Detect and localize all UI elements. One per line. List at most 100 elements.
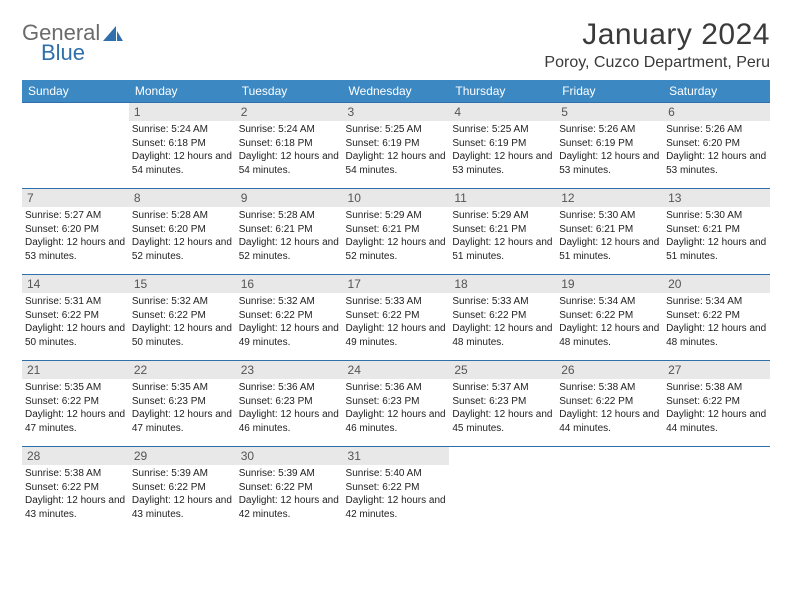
day-details: Sunrise: 5:27 AMSunset: 6:20 PMDaylight:… — [22, 207, 129, 263]
weekday-row: SundayMondayTuesdayWednesdayThursdayFrid… — [22, 80, 770, 103]
calendar-cell: 26Sunrise: 5:38 AMSunset: 6:22 PMDayligh… — [556, 361, 663, 447]
calendar-cell: 7Sunrise: 5:27 AMSunset: 6:20 PMDaylight… — [22, 189, 129, 275]
header: General January 2024 Poroy, Cuzco Depart… — [22, 18, 770, 72]
day-details: Sunrise: 5:26 AMSunset: 6:19 PMDaylight:… — [556, 121, 663, 177]
day-number: 10 — [343, 189, 450, 207]
day-number: 1 — [129, 103, 236, 121]
calendar-cell: 27Sunrise: 5:38 AMSunset: 6:22 PMDayligh… — [663, 361, 770, 447]
day-details: Sunrise: 5:38 AMSunset: 6:22 PMDaylight:… — [663, 379, 770, 435]
calendar-body: 1Sunrise: 5:24 AMSunset: 6:18 PMDaylight… — [22, 103, 770, 533]
calendar-cell: 22Sunrise: 5:35 AMSunset: 6:23 PMDayligh… — [129, 361, 236, 447]
day-number: 23 — [236, 361, 343, 379]
calendar-cell: 20Sunrise: 5:34 AMSunset: 6:22 PMDayligh… — [663, 275, 770, 361]
calendar-cell: 1Sunrise: 5:24 AMSunset: 6:18 PMDaylight… — [129, 103, 236, 189]
day-details: Sunrise: 5:25 AMSunset: 6:19 PMDaylight:… — [343, 121, 450, 177]
day-number: 25 — [449, 361, 556, 379]
day-details: Sunrise: 5:35 AMSunset: 6:23 PMDaylight:… — [129, 379, 236, 435]
weekday-header: Sunday — [22, 80, 129, 103]
title-month: January 2024 — [544, 18, 770, 52]
calendar-page: General January 2024 Poroy, Cuzco Depart… — [0, 0, 792, 551]
day-number: 15 — [129, 275, 236, 293]
day-number: 17 — [343, 275, 450, 293]
calendar-cell: 23Sunrise: 5:36 AMSunset: 6:23 PMDayligh… — [236, 361, 343, 447]
calendar-head: SundayMondayTuesdayWednesdayThursdayFrid… — [22, 80, 770, 103]
day-details: Sunrise: 5:38 AMSunset: 6:22 PMDaylight:… — [22, 465, 129, 521]
calendar-cell: 16Sunrise: 5:32 AMSunset: 6:22 PMDayligh… — [236, 275, 343, 361]
weekday-header: Thursday — [449, 80, 556, 103]
weekday-header: Wednesday — [343, 80, 450, 103]
day-number: 14 — [22, 275, 129, 293]
calendar-cell: 9Sunrise: 5:28 AMSunset: 6:21 PMDaylight… — [236, 189, 343, 275]
title-block: January 2024 Poroy, Cuzco Department, Pe… — [544, 18, 770, 72]
calendar-cell: 31Sunrise: 5:40 AMSunset: 6:22 PMDayligh… — [343, 447, 450, 533]
day-details: Sunrise: 5:34 AMSunset: 6:22 PMDaylight:… — [556, 293, 663, 349]
day-number: 26 — [556, 361, 663, 379]
calendar-cell: 2Sunrise: 5:24 AMSunset: 6:18 PMDaylight… — [236, 103, 343, 189]
day-number: 8 — [129, 189, 236, 207]
day-details: Sunrise: 5:31 AMSunset: 6:22 PMDaylight:… — [22, 293, 129, 349]
calendar-cell: 8Sunrise: 5:28 AMSunset: 6:20 PMDaylight… — [129, 189, 236, 275]
calendar-cell: 12Sunrise: 5:30 AMSunset: 6:21 PMDayligh… — [556, 189, 663, 275]
weekday-header: Tuesday — [236, 80, 343, 103]
calendar-cell: 6Sunrise: 5:26 AMSunset: 6:20 PMDaylight… — [663, 103, 770, 189]
day-number: 20 — [663, 275, 770, 293]
calendar-cell: 17Sunrise: 5:33 AMSunset: 6:22 PMDayligh… — [343, 275, 450, 361]
day-details: Sunrise: 5:38 AMSunset: 6:22 PMDaylight:… — [556, 379, 663, 435]
day-details: Sunrise: 5:35 AMSunset: 6:22 PMDaylight:… — [22, 379, 129, 435]
day-details: Sunrise: 5:33 AMSunset: 6:22 PMDaylight:… — [343, 293, 450, 349]
calendar-cell: 15Sunrise: 5:32 AMSunset: 6:22 PMDayligh… — [129, 275, 236, 361]
calendar-cell: 5Sunrise: 5:26 AMSunset: 6:19 PMDaylight… — [556, 103, 663, 189]
day-number: 24 — [343, 361, 450, 379]
day-details: Sunrise: 5:39 AMSunset: 6:22 PMDaylight:… — [236, 465, 343, 521]
calendar-week-row: 7Sunrise: 5:27 AMSunset: 6:20 PMDaylight… — [22, 189, 770, 275]
calendar-table: SundayMondayTuesdayWednesdayThursdayFrid… — [22, 80, 770, 533]
calendar-cell — [449, 447, 556, 533]
day-number: 9 — [236, 189, 343, 207]
calendar-cell: 19Sunrise: 5:34 AMSunset: 6:22 PMDayligh… — [556, 275, 663, 361]
calendar-cell — [663, 447, 770, 533]
calendar-cell: 25Sunrise: 5:37 AMSunset: 6:23 PMDayligh… — [449, 361, 556, 447]
day-details: Sunrise: 5:28 AMSunset: 6:20 PMDaylight:… — [129, 207, 236, 263]
calendar-cell: 13Sunrise: 5:30 AMSunset: 6:21 PMDayligh… — [663, 189, 770, 275]
day-number: 2 — [236, 103, 343, 121]
day-number: 11 — [449, 189, 556, 207]
logo-sail-icon — [102, 24, 124, 42]
logo-text-2: Blue — [41, 40, 85, 66]
day-number: 13 — [663, 189, 770, 207]
calendar-cell: 30Sunrise: 5:39 AMSunset: 6:22 PMDayligh… — [236, 447, 343, 533]
calendar-cell: 21Sunrise: 5:35 AMSunset: 6:22 PMDayligh… — [22, 361, 129, 447]
day-details: Sunrise: 5:29 AMSunset: 6:21 PMDaylight:… — [343, 207, 450, 263]
day-details: Sunrise: 5:24 AMSunset: 6:18 PMDaylight:… — [236, 121, 343, 177]
calendar-cell: 14Sunrise: 5:31 AMSunset: 6:22 PMDayligh… — [22, 275, 129, 361]
day-details: Sunrise: 5:40 AMSunset: 6:22 PMDaylight:… — [343, 465, 450, 521]
calendar-cell — [22, 103, 129, 189]
day-number: 30 — [236, 447, 343, 465]
day-number: 4 — [449, 103, 556, 121]
calendar-week-row: 14Sunrise: 5:31 AMSunset: 6:22 PMDayligh… — [22, 275, 770, 361]
day-details: Sunrise: 5:37 AMSunset: 6:23 PMDaylight:… — [449, 379, 556, 435]
calendar-cell: 24Sunrise: 5:36 AMSunset: 6:23 PMDayligh… — [343, 361, 450, 447]
calendar-week-row: 28Sunrise: 5:38 AMSunset: 6:22 PMDayligh… — [22, 447, 770, 533]
day-details: Sunrise: 5:28 AMSunset: 6:21 PMDaylight:… — [236, 207, 343, 263]
day-details: Sunrise: 5:25 AMSunset: 6:19 PMDaylight:… — [449, 121, 556, 177]
day-number: 6 — [663, 103, 770, 121]
day-details: Sunrise: 5:26 AMSunset: 6:20 PMDaylight:… — [663, 121, 770, 177]
day-details: Sunrise: 5:32 AMSunset: 6:22 PMDaylight:… — [236, 293, 343, 349]
calendar-cell: 4Sunrise: 5:25 AMSunset: 6:19 PMDaylight… — [449, 103, 556, 189]
day-details: Sunrise: 5:32 AMSunset: 6:22 PMDaylight:… — [129, 293, 236, 349]
day-details: Sunrise: 5:36 AMSunset: 6:23 PMDaylight:… — [236, 379, 343, 435]
day-number: 12 — [556, 189, 663, 207]
day-details: Sunrise: 5:24 AMSunset: 6:18 PMDaylight:… — [129, 121, 236, 177]
calendar-week-row: 1Sunrise: 5:24 AMSunset: 6:18 PMDaylight… — [22, 103, 770, 189]
calendar-cell: 29Sunrise: 5:39 AMSunset: 6:22 PMDayligh… — [129, 447, 236, 533]
calendar-week-row: 21Sunrise: 5:35 AMSunset: 6:22 PMDayligh… — [22, 361, 770, 447]
day-details: Sunrise: 5:29 AMSunset: 6:21 PMDaylight:… — [449, 207, 556, 263]
day-number: 21 — [22, 361, 129, 379]
calendar-cell: 28Sunrise: 5:38 AMSunset: 6:22 PMDayligh… — [22, 447, 129, 533]
weekday-header: Monday — [129, 80, 236, 103]
day-details: Sunrise: 5:33 AMSunset: 6:22 PMDaylight:… — [449, 293, 556, 349]
day-number: 31 — [343, 447, 450, 465]
day-details: Sunrise: 5:36 AMSunset: 6:23 PMDaylight:… — [343, 379, 450, 435]
day-number: 22 — [129, 361, 236, 379]
calendar-cell: 11Sunrise: 5:29 AMSunset: 6:21 PMDayligh… — [449, 189, 556, 275]
